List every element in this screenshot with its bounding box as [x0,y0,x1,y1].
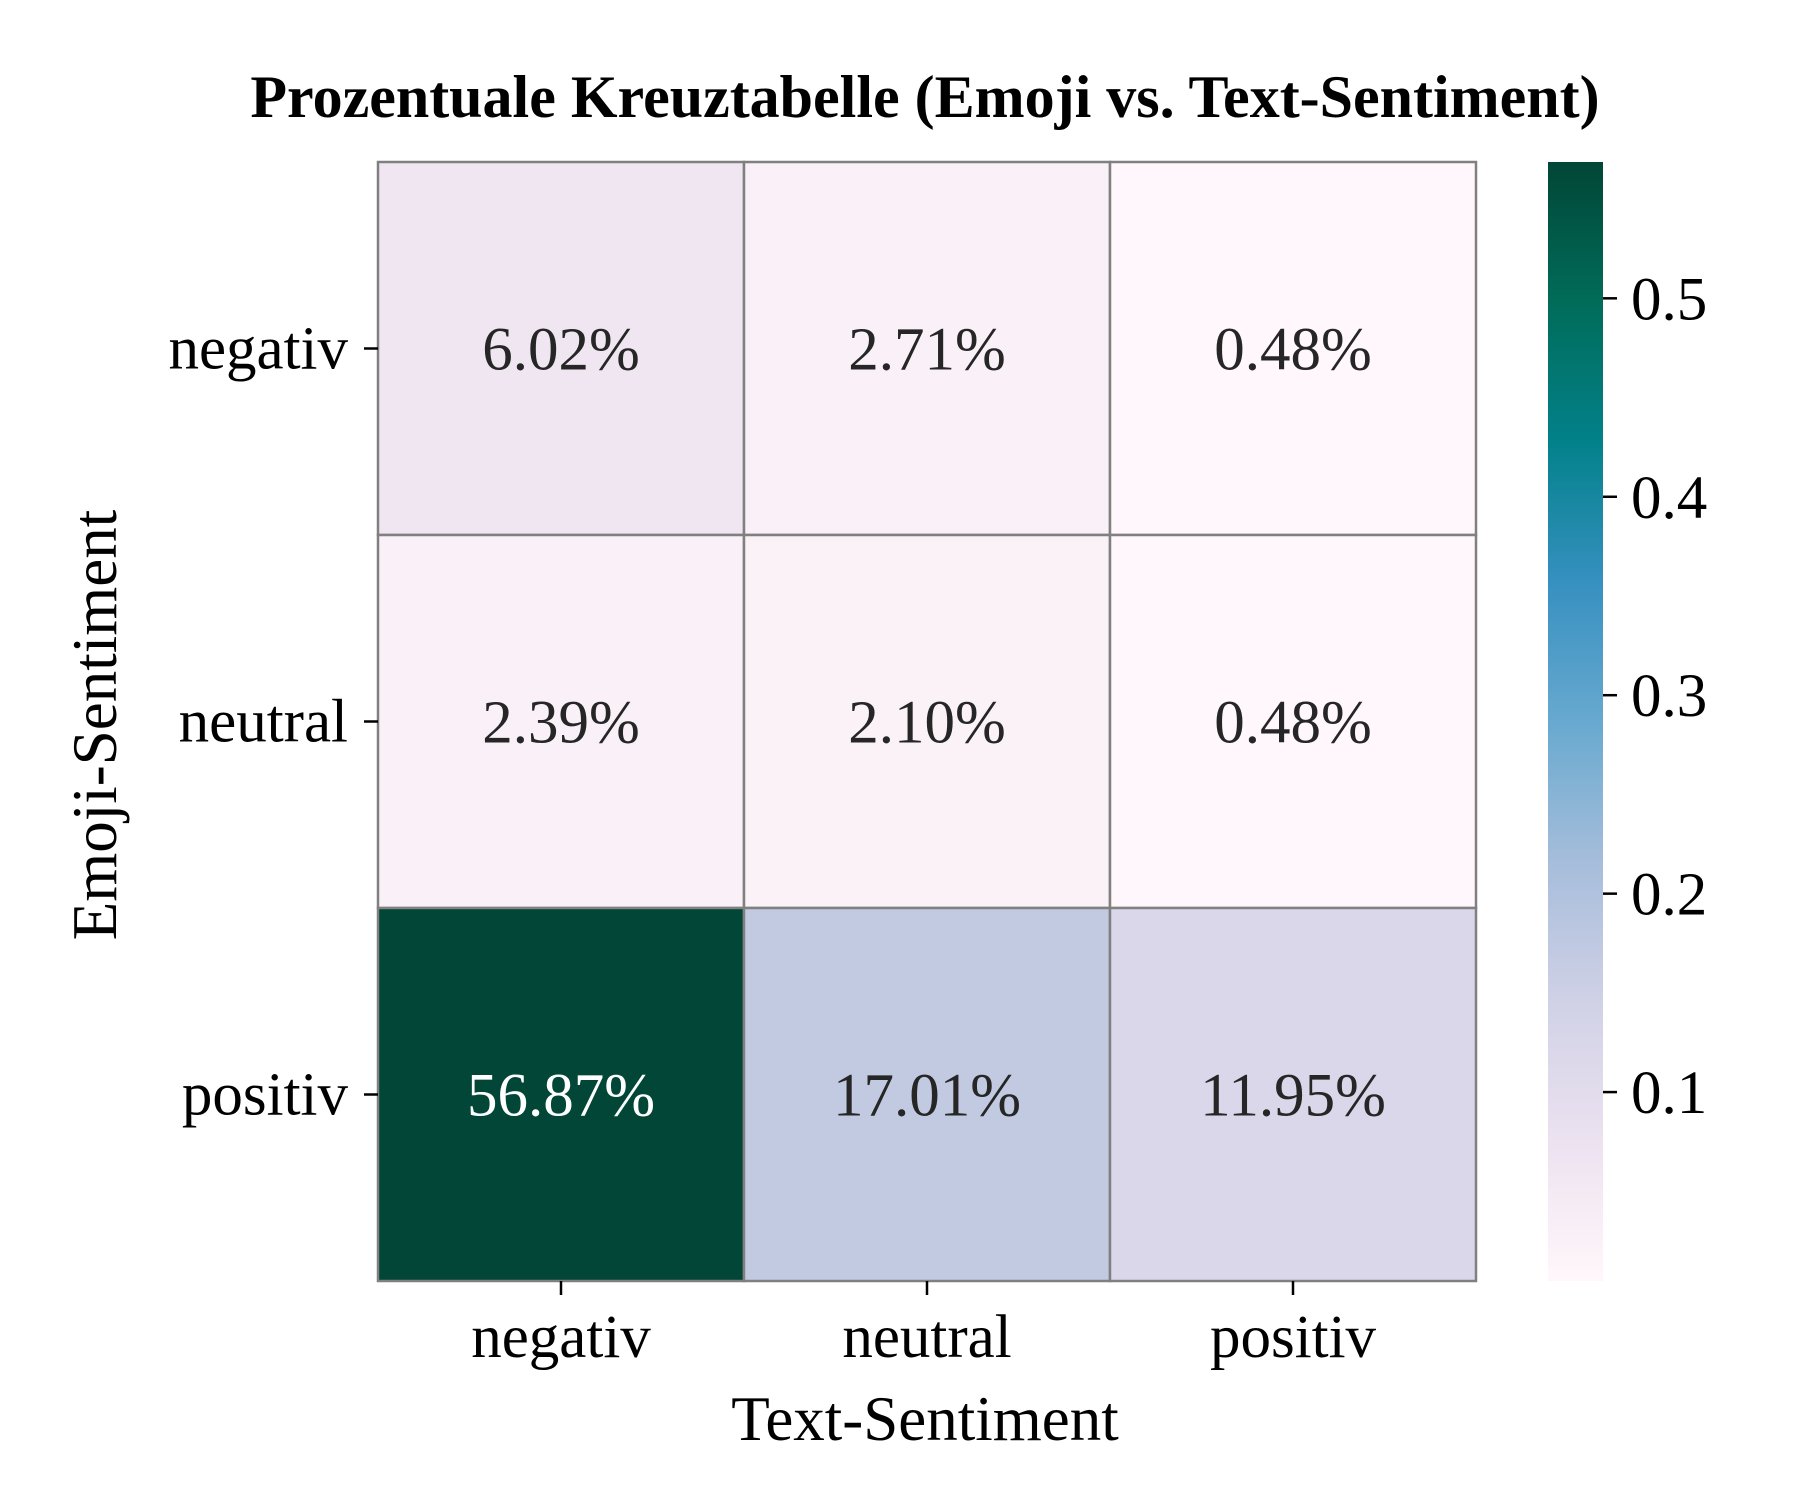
colorbar-tick-label: 0.1 [1631,1060,1707,1127]
cell-value-label: 0.48% [1214,690,1372,757]
y-axis: negativ neutral positiv [168,316,378,1129]
colorbar-tick-label: 0.5 [1631,266,1707,333]
y-tick-label-negativ: negativ [168,316,348,383]
heatmap-cell-negativ-negativ [376,160,746,537]
cell-value-label: 11.95% [1200,1063,1386,1130]
heatmap-cell-positiv-neutral [742,906,1112,1283]
x-axis-label: Text-Sentiment [731,1384,1119,1454]
x-tick-label-neutral: neutral [842,1304,1011,1371]
cell-value-label: 2.71% [848,317,1006,384]
y-axis-label: Emoji-Sentiment [60,509,130,940]
cell-value-label: 56.87% [467,1063,655,1130]
chart-title: Prozentuale Kreuztabelle (Emoji vs. Text… [250,64,1599,130]
cell-value-label: 0.48% [1214,317,1372,384]
y-tick-label-positiv: positiv [182,1062,349,1129]
cell-value-label: 2.39% [482,690,640,757]
y-tick-label-neutral: neutral [179,689,348,756]
colorbar: 0.1 0.2 0.3 0.4 0.5 [1548,162,1707,1281]
colorbar-tick-label: 0.3 [1631,663,1707,730]
cell-value-label: 17.01% [833,1063,1021,1130]
colorbar-gradient [1548,162,1603,1281]
heatmap-cell-positiv-negativ [376,906,746,1283]
colorbar-tick-label: 0.2 [1631,862,1707,929]
cell-value-label: 6.02% [482,317,640,384]
x-axis: negativ neutral positiv [471,1281,1377,1371]
heatmap-cells [376,160,1478,1283]
x-tick-label-negativ: negativ [471,1304,651,1371]
heatmap-cell-labels: 6.02% 2.71% 0.48% 2.39% 2.10% 0.48% 56.87% 17.0… [467,317,1386,1130]
heatmap-cell-neutral-positiv [1108,533,1478,910]
colorbar-tick-label: 0.4 [1631,465,1707,532]
heatmap-cell-negativ-positiv [1108,160,1478,537]
heatmap-cell-neutral-negativ [376,533,746,910]
cell-value-label: 2.10% [848,690,1006,757]
x-tick-label-positiv: positiv [1210,1304,1377,1371]
heatmap-cell-neutral-neutral [742,533,1112,910]
heatmap-cell-negativ-neutral [742,160,1112,537]
